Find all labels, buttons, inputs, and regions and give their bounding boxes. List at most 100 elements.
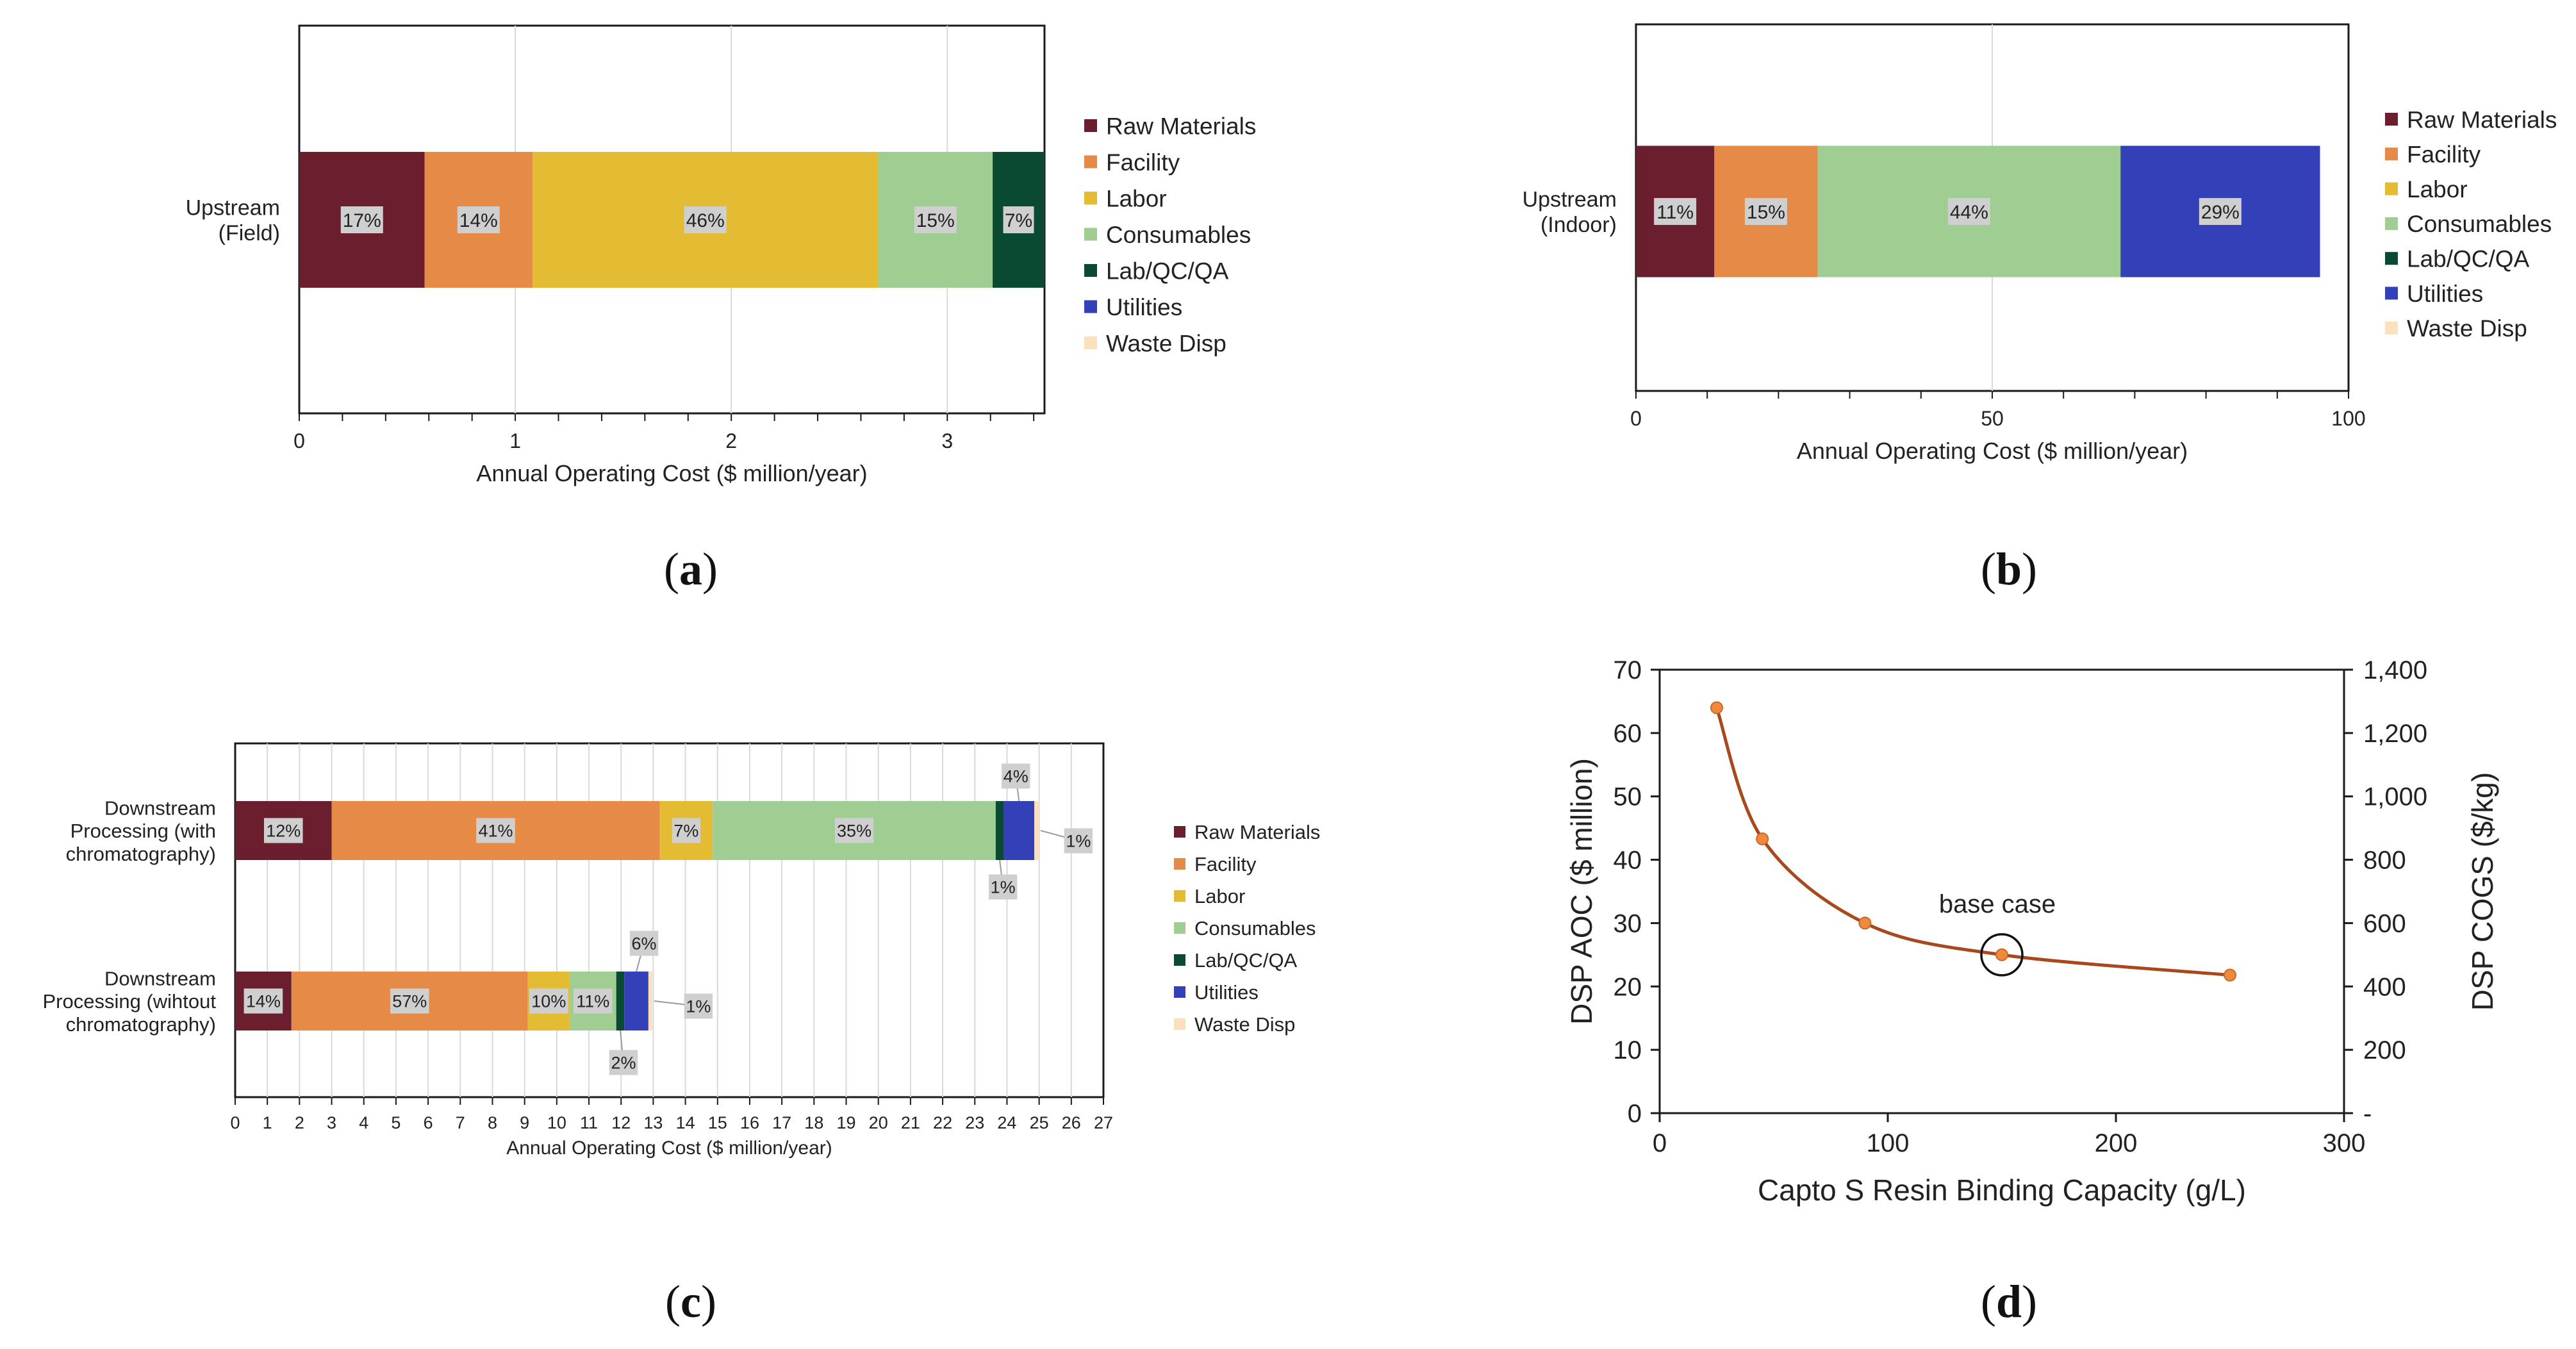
- category-label: Downstream: [104, 797, 216, 820]
- bar-segment-waste-disp: [648, 972, 652, 1030]
- data-label: 17%: [343, 210, 381, 231]
- x-tick-label: 2: [295, 1113, 304, 1132]
- legend-label-waste-disp: Waste Disp: [1106, 330, 1226, 356]
- legend-swatch-labor: [1174, 890, 1185, 902]
- bar-segment-utilities: [624, 972, 648, 1030]
- x-tick-label: 7: [456, 1113, 465, 1132]
- x-tick-label: 8: [488, 1113, 497, 1132]
- data-label: 57%: [392, 992, 427, 1011]
- x-tick-label: 22: [933, 1113, 952, 1132]
- x-tick-label: 27: [1094, 1113, 1113, 1132]
- data-label: 12%: [266, 822, 301, 841]
- legend-swatch-lab-qc-qa: [2385, 252, 2398, 265]
- y-tick-label: 0: [1628, 1100, 1642, 1128]
- data-label: 11%: [576, 992, 609, 1011]
- data-label: 1%: [991, 878, 1016, 897]
- x-tick-label: 9: [520, 1113, 529, 1132]
- legend-label-consumables: Consumables: [1194, 917, 1316, 939]
- panel-d-chart: 0 100 200 300 0 10 20 30 40 50 60 70 - 200 400 600 800 1,…: [1565, 656, 2499, 1207]
- y2-tick-label: 1,400: [2363, 656, 2427, 684]
- data-label: 44%: [1950, 202, 1988, 223]
- data-point: [1710, 701, 1723, 715]
- data-label-box: [629, 931, 659, 956]
- x-tick-label: 5: [391, 1113, 400, 1132]
- legend-label-labor: Labor: [1106, 185, 1167, 211]
- panel-label-c: (c): [665, 1276, 716, 1327]
- y-tick-label: 70: [1614, 656, 1642, 684]
- legend-swatch-facility: [1084, 155, 1097, 169]
- x-axis-title: Annual Operating Cost ($ million/year): [1797, 438, 2188, 464]
- y-tick-label: 20: [1614, 973, 1642, 1001]
- legend-label-labor: Labor: [1194, 885, 1245, 907]
- panel-b-chart: 0 50 100 Annual Operating Cost ($ million/y…: [1523, 23, 2557, 464]
- category-label: (Indoor): [1540, 213, 1617, 237]
- y2-tick-label: 1,000: [2363, 783, 2427, 811]
- legend-label-raw-materials: Raw Materials: [1194, 821, 1320, 843]
- data-label-box: [244, 988, 283, 1014]
- data-label-box: [834, 818, 874, 843]
- annotation-circle: [1980, 933, 2024, 977]
- x-tick-label: 24: [997, 1113, 1016, 1132]
- x-tick-label: 19: [836, 1113, 855, 1132]
- x-tick-label: 3: [941, 429, 953, 452]
- x-tick-label: 100: [1867, 1129, 1910, 1157]
- y2-tick-label: 800: [2363, 847, 2406, 875]
- data-label-box: [2199, 198, 2242, 225]
- legend-swatch-lab-qc-qa: [1084, 264, 1097, 277]
- series-line-dsp-aoc: [1715, 707, 2231, 977]
- y-tick-label: 60: [1614, 720, 1642, 748]
- legend-label-utilities: Utilities: [1194, 981, 1259, 1004]
- data-label: 6%: [632, 934, 657, 954]
- plot-frame: [1658, 668, 2345, 1114]
- legend-swatch-facility: [1174, 858, 1185, 870]
- x-tick-label: 0: [293, 429, 305, 452]
- legend-label-facility: Facility: [1194, 853, 1257, 875]
- y-tick-label: 40: [1614, 847, 1642, 875]
- data-point: [2224, 968, 2236, 982]
- x-tick-label: 17: [772, 1113, 791, 1132]
- x-tick-label: 3: [327, 1113, 336, 1132]
- category-label: chromatography): [66, 843, 216, 865]
- y-axis-title: DSP AOC ($ million): [1565, 758, 1598, 1025]
- data-label: 15%: [916, 210, 955, 231]
- legend-label-waste-disp: Waste Disp: [1194, 1013, 1295, 1036]
- x-tick-label: 1: [263, 1113, 272, 1132]
- x-axis-title: Annual Operating Cost ($ million/year): [476, 460, 867, 486]
- x-tick-label: 100: [2331, 407, 2365, 430]
- legend-label-facility: Facility: [2407, 142, 2481, 168]
- legend-swatch-utilities: [2385, 286, 2398, 300]
- data-label: 1%: [686, 997, 711, 1016]
- x-tick-label: 10: [547, 1113, 566, 1132]
- y-tick-label: 30: [1614, 909, 1642, 938]
- bar-segment-lab-qc-qa: [616, 972, 625, 1030]
- x-tick-label: 18: [804, 1113, 823, 1132]
- data-label: 11%: [1656, 202, 1694, 223]
- data-label: 7%: [673, 822, 698, 841]
- x-tick-label: 11: [580, 1113, 598, 1132]
- panel-a-chart: 0 1 2 3 Annual Operating Cost ($ million/yea…: [186, 24, 1256, 486]
- data-label: 2%: [611, 1054, 636, 1073]
- data-label: 7%: [1005, 210, 1032, 231]
- legend-label-consumables: Consumables: [1106, 222, 1251, 248]
- x-tick-label: 200: [2095, 1129, 2138, 1157]
- data-label-box: [476, 818, 515, 843]
- data-label: 10%: [531, 992, 566, 1011]
- legend-label-lab-qc-qa: Lab/QC/QA: [1106, 258, 1229, 284]
- x-tick-label: 0: [1653, 1129, 1667, 1157]
- data-label-box: [340, 206, 383, 233]
- data-point: [1995, 948, 2008, 961]
- data-label-box: [1002, 763, 1030, 789]
- x-tick-label: 0: [1630, 407, 1642, 430]
- data-label-box: [672, 818, 701, 843]
- x-tick-label: 13: [643, 1113, 663, 1132]
- legend-label-utilities: Utilities: [1106, 294, 1182, 320]
- x-axis-title: Capto S Resin Binding Capacity (g/L): [1758, 1173, 2246, 1207]
- legend-label-utilities: Utilities: [2407, 281, 2483, 307]
- data-label-box: [263, 818, 303, 843]
- category-label: Processing (with: [70, 820, 216, 842]
- data-label-box: [574, 988, 613, 1014]
- category-label: Downstream: [104, 968, 216, 990]
- legend-swatch-raw-materials: [2385, 113, 2398, 126]
- y2-tick-label: 200: [2363, 1036, 2406, 1064]
